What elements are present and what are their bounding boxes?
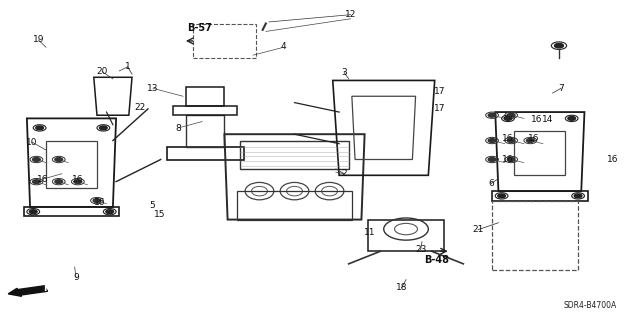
Circle shape <box>568 116 575 120</box>
Bar <box>186 87 225 106</box>
Bar <box>173 106 237 115</box>
Circle shape <box>498 194 506 198</box>
Circle shape <box>33 180 40 183</box>
Text: 3: 3 <box>341 68 347 77</box>
Text: 21: 21 <box>472 225 484 234</box>
Text: 6: 6 <box>488 179 493 188</box>
Bar <box>237 191 352 219</box>
Text: 11: 11 <box>364 228 376 237</box>
Text: 9: 9 <box>73 273 79 282</box>
Circle shape <box>508 113 515 117</box>
Circle shape <box>36 126 44 130</box>
Bar <box>492 201 578 270</box>
Text: B-57: B-57 <box>188 23 212 33</box>
Circle shape <box>29 210 37 214</box>
Text: 14: 14 <box>543 115 554 124</box>
Text: 4: 4 <box>281 42 287 51</box>
Text: 19: 19 <box>33 35 44 44</box>
Circle shape <box>508 139 515 142</box>
Circle shape <box>574 194 582 198</box>
Text: 7: 7 <box>558 84 564 93</box>
Circle shape <box>55 158 63 161</box>
Text: 16: 16 <box>607 155 619 164</box>
Bar <box>167 147 244 160</box>
Text: 16: 16 <box>502 155 514 164</box>
Text: 16: 16 <box>72 174 84 184</box>
Circle shape <box>93 199 100 203</box>
Text: FR.: FR. <box>43 284 60 293</box>
FancyArrow shape <box>8 286 47 296</box>
Bar <box>24 207 119 216</box>
Circle shape <box>33 158 40 161</box>
Text: 18: 18 <box>396 283 407 292</box>
Circle shape <box>488 113 496 117</box>
Circle shape <box>74 180 82 183</box>
Text: 17: 17 <box>434 104 445 113</box>
Text: 20: 20 <box>97 67 108 76</box>
Text: 22: 22 <box>134 103 146 112</box>
Circle shape <box>508 158 515 161</box>
Text: 2: 2 <box>341 169 347 178</box>
Text: 16: 16 <box>502 134 514 144</box>
Circle shape <box>527 139 534 142</box>
Text: 5: 5 <box>150 201 156 210</box>
Circle shape <box>488 158 496 161</box>
Circle shape <box>554 43 563 48</box>
Text: 1: 1 <box>125 62 131 71</box>
Circle shape <box>55 180 63 183</box>
Bar <box>492 191 588 201</box>
Text: B-48: B-48 <box>424 255 449 265</box>
Bar <box>186 115 225 147</box>
Text: 8: 8 <box>175 124 181 133</box>
Text: 23: 23 <box>415 245 426 254</box>
Bar <box>241 141 349 169</box>
Text: 13: 13 <box>147 84 159 93</box>
Text: 16: 16 <box>37 174 49 184</box>
Circle shape <box>504 116 512 120</box>
Text: SDR4-B4700A: SDR4-B4700A <box>563 301 616 310</box>
Text: 17: 17 <box>434 87 445 96</box>
Bar <box>193 24 256 58</box>
Text: 15: 15 <box>154 210 165 219</box>
Text: 10: 10 <box>26 137 38 147</box>
Circle shape <box>106 210 113 214</box>
Circle shape <box>100 126 107 130</box>
Circle shape <box>488 139 496 142</box>
Bar <box>368 219 444 251</box>
Text: 12: 12 <box>345 10 356 19</box>
Text: 16: 16 <box>531 115 543 124</box>
Text: 16: 16 <box>528 134 540 144</box>
Text: 16: 16 <box>95 198 106 207</box>
